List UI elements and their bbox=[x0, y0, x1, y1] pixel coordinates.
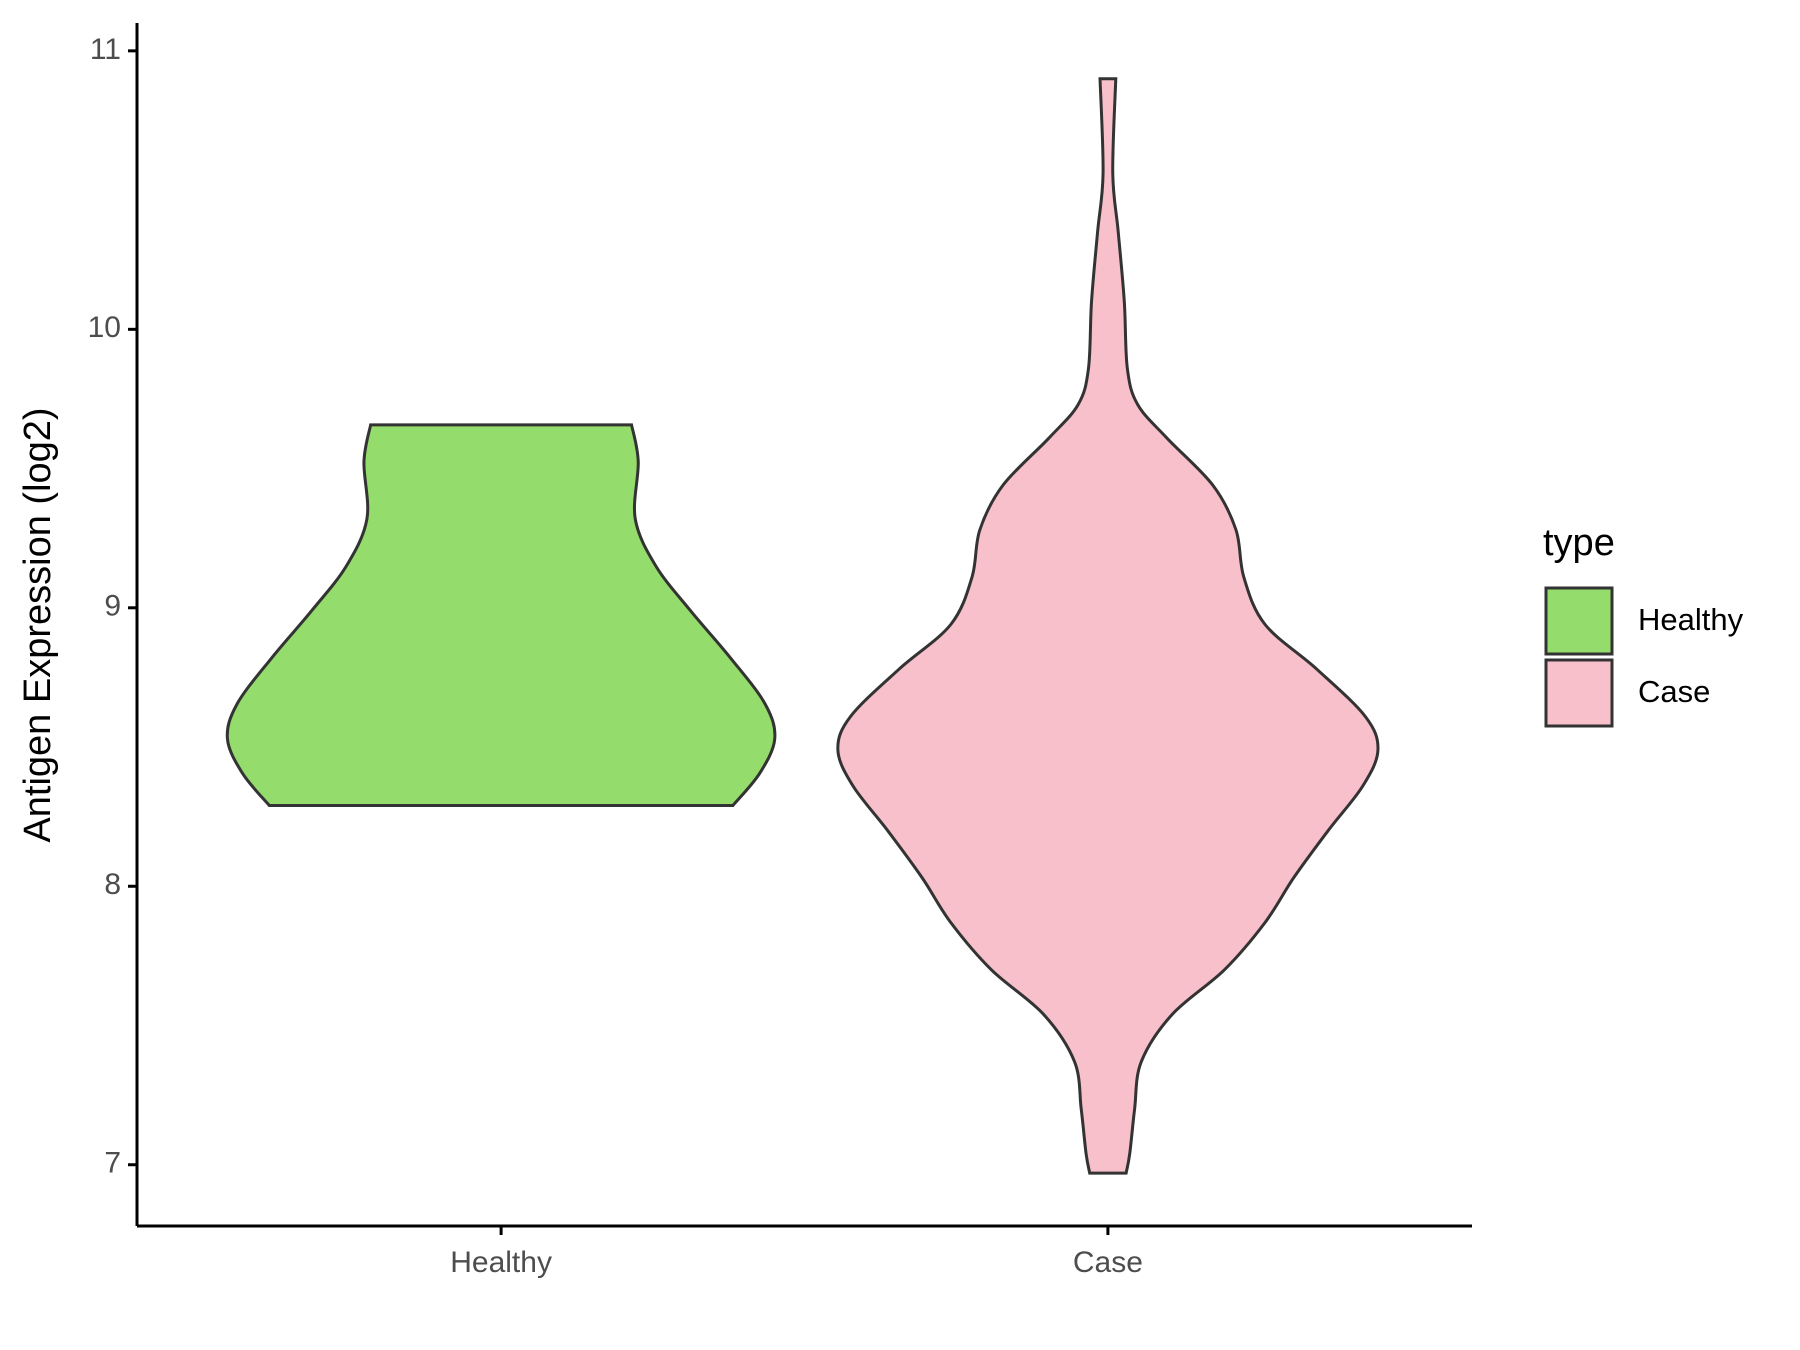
y-tick-label: 8 bbox=[104, 868, 121, 901]
violin bbox=[225, 423, 777, 808]
y-tick-label: 7 bbox=[104, 1147, 121, 1180]
x-tick-label: Case bbox=[1073, 1246, 1143, 1279]
legend-swatch bbox=[1544, 658, 1614, 728]
legend-label: Healthy bbox=[1638, 602, 1744, 637]
violin bbox=[836, 77, 1380, 1175]
x-tick-label: Healthy bbox=[450, 1246, 552, 1279]
y-tick-label: 10 bbox=[88, 311, 121, 344]
legend-label: Case bbox=[1638, 674, 1710, 709]
y-tick-label: 9 bbox=[104, 590, 121, 623]
legend-title: type bbox=[1543, 522, 1615, 564]
legend-swatch bbox=[1544, 586, 1614, 656]
y-axis-title: Antigen Expression (log2) bbox=[17, 407, 59, 842]
y-tick-label: 11 bbox=[90, 33, 121, 66]
